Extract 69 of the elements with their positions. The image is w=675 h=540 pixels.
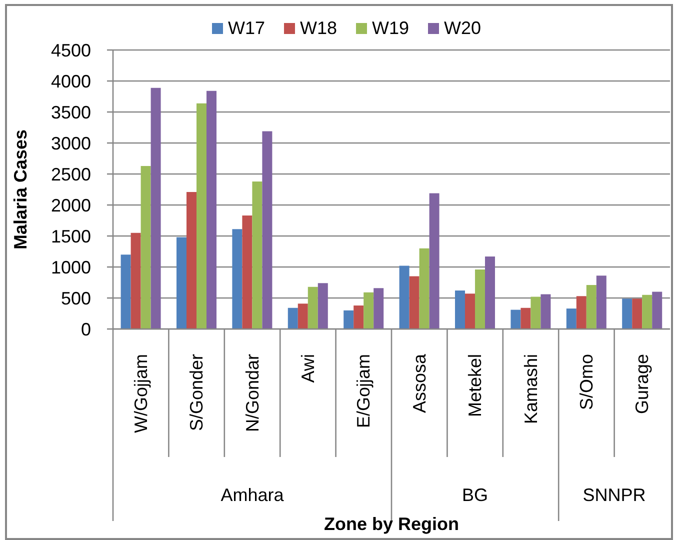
bar <box>530 296 541 329</box>
text: Amhara <box>220 485 285 505</box>
x-tick-label: N/Gondar <box>242 354 262 432</box>
y-tick-label: 1500 <box>50 226 91 246</box>
y-tick-label: 4000 <box>50 71 91 92</box>
legend-label: W18 <box>300 18 338 39</box>
bar <box>596 276 606 329</box>
bar <box>354 305 364 329</box>
bar <box>399 266 410 329</box>
bar <box>120 254 131 329</box>
y-tick-label: 500 <box>60 288 91 308</box>
bar <box>364 292 374 329</box>
bar <box>465 294 475 329</box>
x-axis-title: Zone by Region <box>324 514 459 534</box>
bar <box>409 276 420 329</box>
bar <box>242 216 252 329</box>
legend-label: W19 <box>372 18 410 39</box>
text: SNNPR <box>582 485 646 505</box>
x-tick-label: Awi <box>298 354 318 383</box>
x-tick-label: E/Gojjam <box>354 354 374 428</box>
bar <box>232 229 242 329</box>
y-tick-label: 2500 <box>50 164 91 184</box>
bar <box>150 88 161 329</box>
bar <box>130 232 141 329</box>
bar <box>429 193 440 329</box>
x-tick-label: S/Gonder <box>186 354 207 432</box>
bar <box>520 308 531 329</box>
bar <box>455 290 465 329</box>
x-tick-label: S/Omo <box>576 354 596 410</box>
bar <box>622 298 632 329</box>
y-axis-title: Malaria Cases <box>10 129 30 250</box>
x-tick-label: W/Gojjam <box>130 354 151 434</box>
bar <box>510 310 521 329</box>
bar <box>586 284 596 329</box>
y-tick-label: 1000 <box>50 257 91 278</box>
bar <box>475 269 485 329</box>
bar <box>632 298 642 329</box>
y-tick-label: 3500 <box>50 102 91 122</box>
bar <box>642 294 652 329</box>
y-tick-label: 0 <box>80 319 91 340</box>
bar <box>318 283 328 329</box>
bar <box>652 292 662 329</box>
bar <box>576 296 586 329</box>
bar <box>485 256 495 329</box>
bar <box>176 237 186 329</box>
x-tick-label: Metekel <box>465 354 486 418</box>
bar <box>374 288 384 329</box>
legend-label: W20 <box>444 18 482 39</box>
text: BG <box>462 485 488 505</box>
bar <box>540 294 551 329</box>
bar <box>140 166 151 329</box>
bar <box>308 286 318 329</box>
bar <box>262 131 272 329</box>
y-tick-label: 3000 <box>50 133 91 154</box>
legend-label: W17 <box>228 18 266 39</box>
bar <box>288 308 298 329</box>
bar <box>419 248 430 329</box>
x-tick-label: Kamashi <box>520 354 541 424</box>
bar <box>566 308 576 329</box>
bar <box>344 310 354 329</box>
y-tick-label: 2000 <box>50 195 91 216</box>
bar <box>252 181 262 329</box>
x-tick-label: Assosa <box>409 353 430 414</box>
bar <box>206 90 216 329</box>
bar <box>186 192 196 329</box>
bar <box>196 103 206 329</box>
x-tick-label: Gurage <box>632 354 652 414</box>
bar <box>298 304 308 329</box>
y-tick-label: 4500 <box>50 40 91 60</box>
